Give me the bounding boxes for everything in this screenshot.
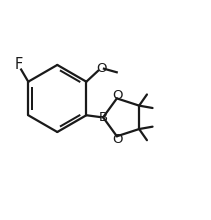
Text: O: O <box>96 62 106 75</box>
Text: O: O <box>112 89 123 102</box>
Text: F: F <box>15 57 23 72</box>
Text: O: O <box>112 133 123 146</box>
Text: B: B <box>99 111 108 124</box>
